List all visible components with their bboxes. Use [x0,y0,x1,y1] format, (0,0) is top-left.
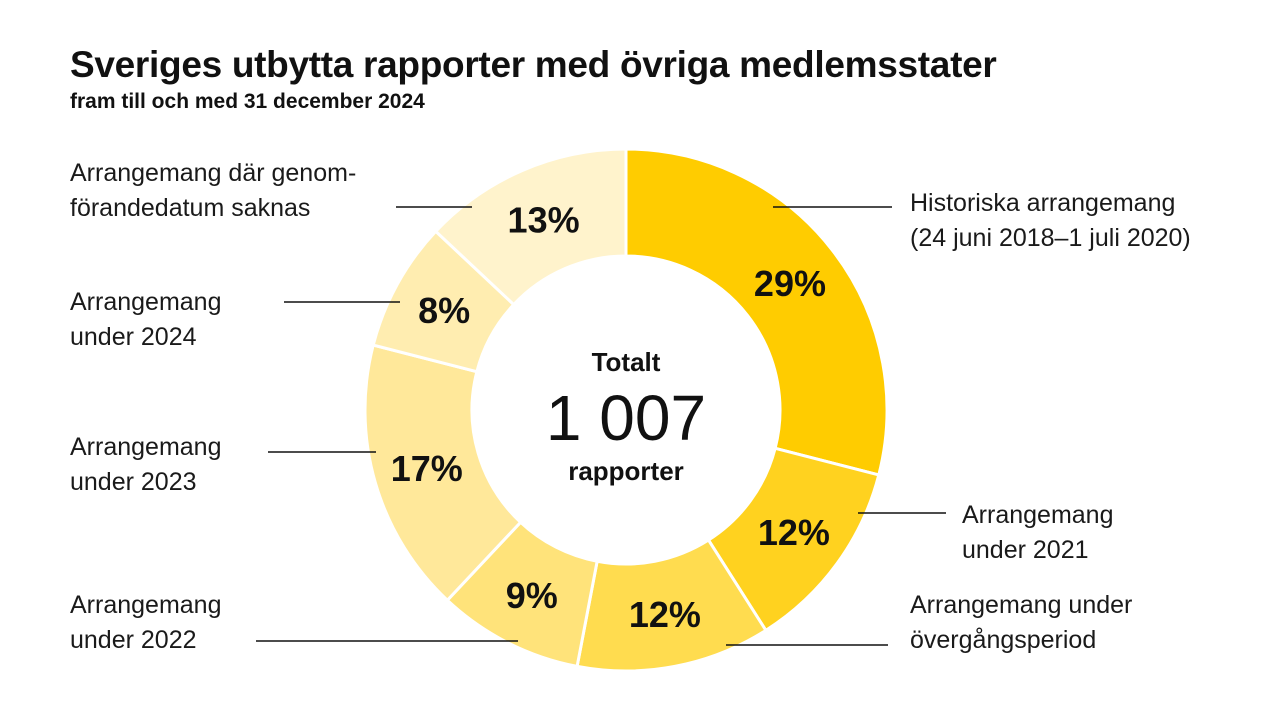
slice-percent-label-5: 17% [391,448,463,489]
chart-subtitle: fram till och med 31 december 2024 [70,90,425,113]
center-total-label: Totalt [592,347,661,377]
slice-percent-label-6: 8% [418,290,470,331]
center-total-unit: rapporter [568,456,684,486]
slice-percent-label-4: 9% [506,575,558,616]
slice-legend-label-4: Arrangemang under 2022 [70,591,221,654]
slice-legend-label-2: Arrangemang under 2021 [962,501,1113,564]
slice-legend-label-5: Arrangemang under 2023 [70,433,221,496]
slice-percent-label-1: 29% [754,263,826,304]
center-total-number: 1 007 [546,382,706,454]
slice-legend-label-6: Arrangemang under 2024 [70,288,221,351]
slice-percent-label-2: 12% [758,512,830,553]
slice-percent-label-7: 13% [508,200,580,241]
chart-title: Sveriges utbytta rapporter med övriga me… [70,44,997,85]
slice-legend-label-1: Historiska arrangemang (24 juni 2018–1 ju… [910,189,1191,252]
donut-slice-1 [624,147,889,477]
slice-legend-label-7: Arrangemang där genom-förandedatum sakna… [70,159,356,222]
donut-slice-7 [433,147,628,307]
slice-legend-label-3: Arrangemang under övergångsperiod [910,591,1132,654]
slice-percent-label-3: 12% [629,594,701,635]
donut-slice-5 [363,343,523,603]
